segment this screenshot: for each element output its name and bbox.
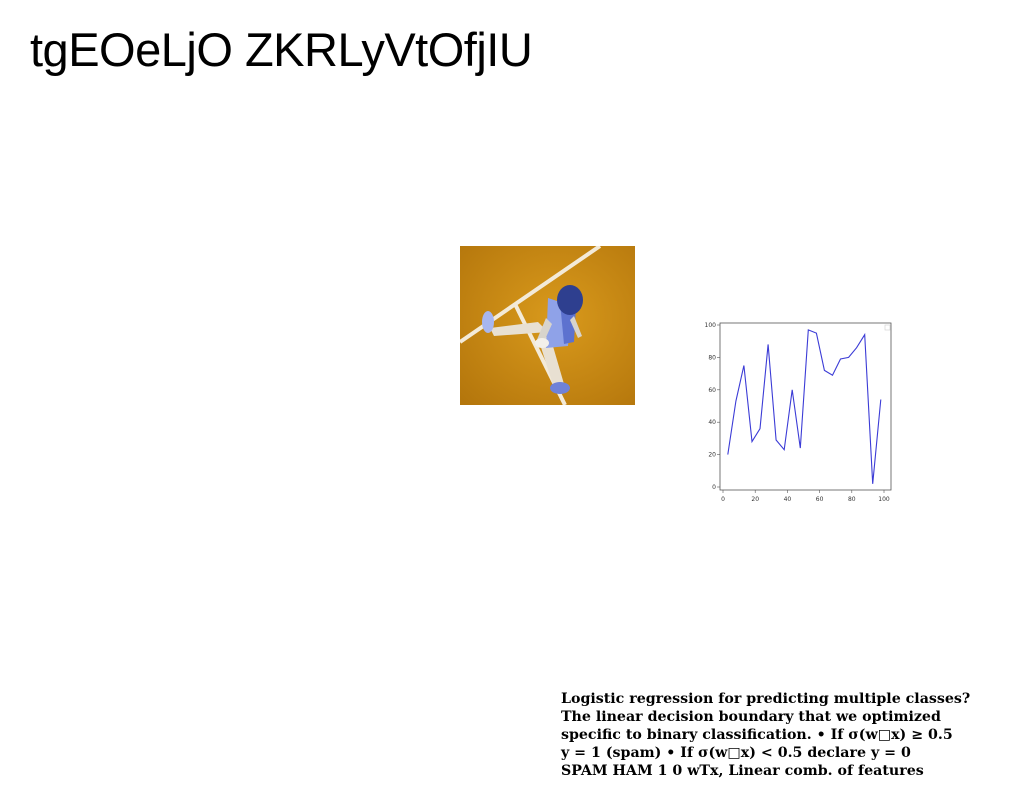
legend-box	[884, 324, 891, 331]
body-text: Logistic regression for predicting multi…	[561, 690, 1021, 780]
x-tick-label: 0	[721, 496, 725, 503]
body-line: SPAM HAM 1 0 wTx, Linear comb. of featur…	[561, 763, 924, 779]
body-line: y = 1 (spam) • If σ(w□x) < 0.5 declare y…	[561, 745, 911, 761]
body-line: Logistic regression for predicting multi…	[561, 691, 971, 707]
x-tick-label: 60	[816, 496, 824, 503]
series-line	[727, 329, 882, 484]
x-tick-label: 80	[848, 496, 856, 503]
y-tick-label: 0	[712, 484, 716, 491]
y-tick-label: 80	[708, 354, 716, 361]
tennis-player-illustration	[460, 246, 635, 405]
y-tick-label: 60	[708, 387, 716, 394]
line-chart-svg: 0 20 40 60 80 100 0 20 40 60 80 100	[705, 322, 892, 503]
line-chart: 0 20 40 60 80 100 0 20 40 60 80 100	[704, 318, 896, 504]
body-line: The linear decision boundary that we opt…	[561, 709, 941, 725]
x-tick-label: 100	[878, 496, 890, 503]
body-line: specific to binary classification. • If …	[561, 727, 953, 743]
y-tick-label: 40	[708, 419, 716, 426]
x-tick-label: 20	[751, 496, 759, 503]
tennis-player-photo	[460, 246, 635, 405]
y-tick-label: 100	[705, 322, 717, 329]
player-figure	[482, 285, 583, 394]
y-tick-label: 20	[708, 452, 716, 459]
slide-title: tgEOeLjO ZKRLyVtOfjIU	[30, 23, 533, 76]
x-tick-label: 40	[784, 496, 792, 503]
